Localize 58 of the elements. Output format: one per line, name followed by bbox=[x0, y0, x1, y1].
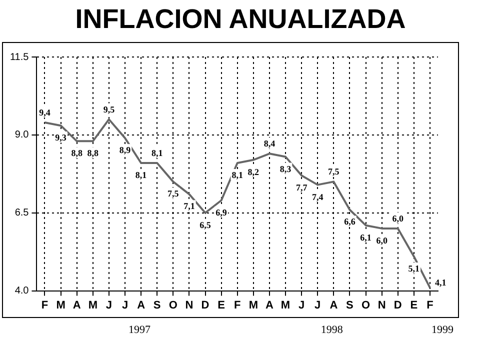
data-label: 8,3 bbox=[280, 164, 292, 174]
x-tick-label: E bbox=[410, 299, 418, 312]
data-label: 9,4 bbox=[39, 107, 51, 118]
x-tick-label: F bbox=[234, 299, 241, 312]
x-tick-label: A bbox=[137, 299, 146, 312]
x-tick-label: S bbox=[153, 299, 161, 312]
x-tick-label: A bbox=[265, 299, 274, 312]
data-label: 9,3 bbox=[55, 132, 67, 143]
data-label: 6,5 bbox=[200, 220, 212, 230]
data-label: 8,8 bbox=[87, 148, 100, 158]
text: 1997 bbox=[128, 324, 150, 336]
data-label: 9,5 bbox=[103, 104, 116, 114]
data-label: 5,1 bbox=[408, 264, 420, 274]
data-label: 7,5 bbox=[328, 166, 340, 177]
data-label: 8,1 bbox=[151, 148, 164, 158]
data-label: 8,1 bbox=[135, 170, 148, 180]
data-label: 6,0 bbox=[376, 235, 388, 246]
text: 1999 bbox=[432, 324, 454, 336]
y-tick-label: 4.0 bbox=[14, 286, 30, 297]
x-tick-label: M bbox=[248, 299, 258, 312]
data-label: 6,9 bbox=[216, 207, 228, 218]
text: 1998 bbox=[320, 324, 343, 336]
x-tick-label: M bbox=[56, 299, 66, 312]
x-tick-label: A bbox=[330, 299, 338, 312]
x-tick-label: A bbox=[72, 299, 81, 312]
y-tick-label: 11.5 bbox=[10, 52, 30, 63]
x-tick-label: F bbox=[41, 299, 48, 312]
data-label: 7,4 bbox=[312, 192, 324, 202]
y-tick-label: 6.5 bbox=[14, 208, 30, 219]
x-tick-label: D bbox=[201, 299, 210, 312]
data-label: 8,1 bbox=[232, 170, 244, 180]
data-label: 8,4 bbox=[264, 138, 276, 149]
x-tick-label: J bbox=[314, 299, 321, 312]
data-label: 7,5 bbox=[168, 188, 180, 199]
data-label: 6,6 bbox=[344, 216, 356, 227]
data-label: 7,7 bbox=[296, 182, 308, 192]
chart-title: INFLACION ANUALIZADA bbox=[74, 3, 407, 36]
data-label: 8,8 bbox=[71, 148, 83, 158]
x-tick-label: M bbox=[88, 299, 98, 312]
x-tick-label: N bbox=[378, 299, 386, 312]
x-tick-label: E bbox=[218, 299, 225, 312]
x-tick-label: D bbox=[394, 299, 402, 312]
data-label: 8,2 bbox=[248, 166, 260, 177]
x-tick-label: S bbox=[346, 299, 354, 312]
data-label: 6,1 bbox=[360, 232, 372, 242]
x-tick-label: M bbox=[280, 299, 290, 312]
x-tick-label: O bbox=[361, 299, 370, 312]
y-tick-label: 9.0 bbox=[14, 130, 30, 141]
x-tick-label: N bbox=[185, 299, 194, 312]
data-label: 4,1 bbox=[434, 278, 447, 288]
x-tick-label: O bbox=[168, 299, 178, 312]
x-tick-label: J bbox=[106, 299, 112, 312]
data-label: 7,1 bbox=[184, 201, 196, 212]
x-tick-label: F bbox=[426, 299, 434, 312]
data-label: 8,9 bbox=[119, 145, 132, 156]
x-tick-label: J bbox=[122, 299, 128, 312]
data-label: 6,0 bbox=[392, 213, 404, 224]
x-tick-label: J bbox=[298, 299, 305, 312]
